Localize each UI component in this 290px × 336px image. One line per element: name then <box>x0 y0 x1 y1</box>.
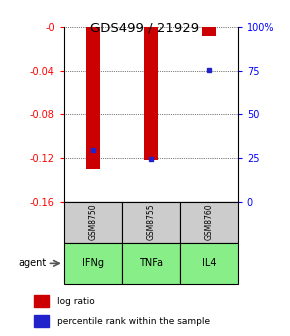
Bar <box>122 202 180 243</box>
Text: percentile rank within the sample: percentile rank within the sample <box>57 317 210 326</box>
Bar <box>180 202 238 243</box>
Text: agent: agent <box>18 258 46 268</box>
Text: GSM8760: GSM8760 <box>204 204 213 241</box>
Bar <box>34 295 49 307</box>
Text: IL4: IL4 <box>202 258 216 268</box>
Text: log ratio: log ratio <box>57 297 95 306</box>
Bar <box>64 202 122 243</box>
Text: GSM8755: GSM8755 <box>146 204 155 241</box>
Text: IFNg: IFNg <box>82 258 104 268</box>
Text: TNFa: TNFa <box>139 258 163 268</box>
Bar <box>34 315 49 327</box>
Bar <box>86 27 100 169</box>
Bar <box>122 243 180 284</box>
Bar <box>144 27 158 160</box>
Text: GSM8750: GSM8750 <box>88 204 97 241</box>
Bar <box>64 243 122 284</box>
Bar <box>202 27 216 36</box>
Bar <box>180 243 238 284</box>
Text: GDS499 / 21929: GDS499 / 21929 <box>90 22 200 35</box>
